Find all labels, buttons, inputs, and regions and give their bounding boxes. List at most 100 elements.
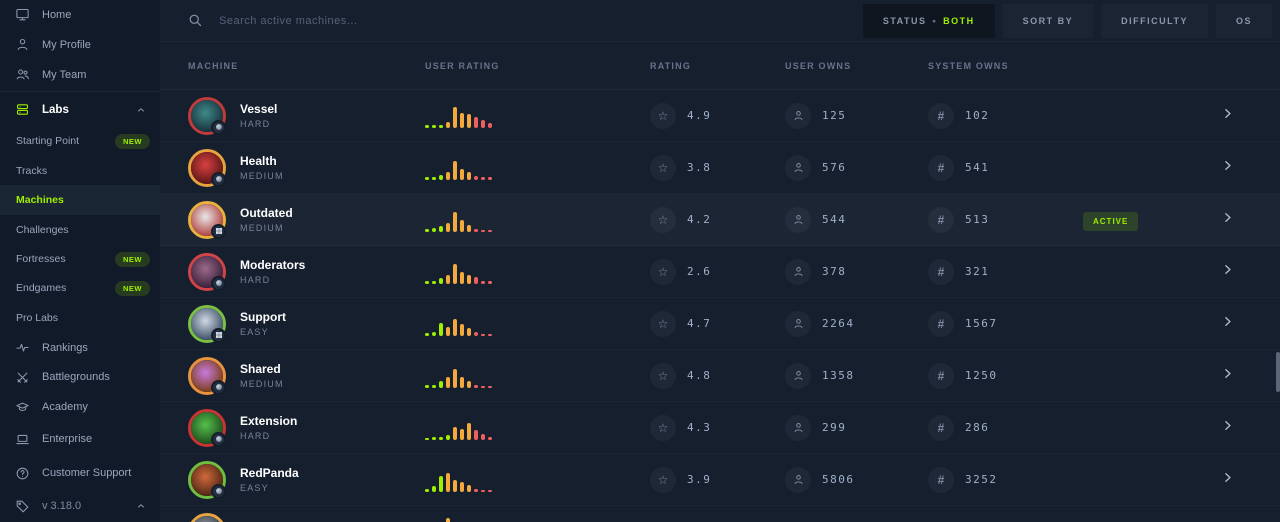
star-icon: ☆ [650,310,676,337]
machine-text: Outdated MEDIUM [240,206,293,233]
sidebar-item-rankings[interactable]: Rankings [0,333,160,363]
machine-name: Health [240,153,277,168]
chevron-right-icon[interactable] [1221,367,1234,385]
system-owns-value: 1250 [965,369,998,382]
sidebar-item-v-3-18-0[interactable]: v 3.18.0 [0,490,160,522]
filter-button-os[interactable]: OS [1215,3,1272,38]
tag-icon [14,498,30,514]
system-owns-value: 102 [965,109,990,122]
machine-text: Moderators HARD [240,258,305,285]
machine-row-extension[interactable]: Extension HARD ☆ 4.3 299 #286 [160,402,1280,454]
sidebar-item-my-team[interactable]: My Team [0,60,160,90]
rating-bar [488,385,492,388]
machine-difficulty: EASY [240,483,269,494]
chevron-right-icon[interactable] [1221,263,1234,281]
system-owns-value: 1567 [965,317,998,330]
user-rating-chart [425,208,650,232]
sidebar-item-starting-point[interactable]: Starting Point NEW [0,127,160,156]
search-input[interactable] [219,14,519,27]
sidebar-item-challenges[interactable]: Challenges [0,215,160,244]
user-owns-cell: 576 [785,154,928,181]
machine-cell: Extension HARD [188,408,425,447]
rating-bar [488,229,492,232]
rating-bar [460,428,464,440]
sidebar-item-labs[interactable]: Labs [0,93,160,127]
machine-difficulty: MEDIUM [240,379,284,390]
filter-label: SORT BY [1022,15,1074,26]
sidebar-item-label: Home [42,8,72,21]
chevron-right-icon[interactable] [1221,107,1234,125]
machine-row-redpanda[interactable]: RedPanda EASY ☆ 3.9 5806 #3252 [160,454,1280,506]
rating-bar [488,333,492,336]
machine-cell: Outdated MEDIUM [188,200,425,239]
chevron-up-icon [136,105,146,115]
filter-bar: STATUS • BOTH SORT BY DIFFICULTY OS [862,3,1272,38]
sidebar-item-label: Rankings [42,341,88,354]
filter-button-sort-by[interactable]: SORT BY [1002,3,1094,38]
rating-bar [474,175,478,180]
sidebar-item-battlegrounds[interactable]: Battlegrounds [0,362,160,392]
machine-row-outdated[interactable]: Outdated MEDIUM ☆ 4.2 544 #513 ACTIVE [160,194,1280,246]
filter-button-difficulty[interactable]: DIFFICULTY [1101,3,1208,38]
filter-button-status[interactable]: STATUS • BOTH [862,3,995,38]
rating-bar [481,333,485,336]
machine-row-shared[interactable]: Shared MEDIUM ☆ 4.8 1358 #1250 [160,350,1280,402]
sidebar-item-enterprise[interactable]: Enterprise [0,422,160,456]
chevron-right-icon[interactable] [1221,159,1234,177]
machine-name: Extension [240,413,298,428]
chevron-right-icon[interactable] [1221,211,1234,229]
rating-value: 3.8 [687,161,712,174]
rating-bar [439,174,443,180]
machine-row-moderators[interactable]: Moderators HARD ☆ 2.6 378 #321 [160,246,1280,298]
user-owns-cell: 378 [785,258,928,285]
os-badge-icon [211,171,226,187]
os-badge-icon [211,483,226,499]
rating-value: 3.9 [687,473,712,486]
sidebar-item-academy[interactable]: Academy [0,392,160,422]
machine-row-vessel[interactable]: Vessel HARD ☆ 4.9 125 #102 [160,90,1280,142]
rating-bar [474,384,478,388]
hash-icon: # [928,154,954,181]
rating-bar [446,121,450,128]
rating-bar [425,176,429,180]
machine-name: RedPanda [240,465,299,480]
hash-icon: # [928,414,954,441]
machine-text: Extension HARD [240,414,297,441]
machine-cell: Health MEDIUM [188,148,425,187]
system-owns-value: 321 [965,265,990,278]
rating-bar [474,429,478,440]
user-owns-cell: 5806 [785,466,928,493]
user-rating-chart [425,104,650,128]
sidebar-item-pro-labs[interactable]: Pro Labs [0,303,160,332]
scrollbar-thumb[interactable] [1276,352,1280,392]
machine-row-health[interactable]: Health MEDIUM ☆ 3.8 576 #541 [160,142,1280,194]
sidebar-item-tracks[interactable]: Tracks [0,156,160,185]
active-badge: ACTIVE [1083,211,1139,231]
sidebar-item-fortresses[interactable]: Fortresses NEW [0,244,160,273]
sidebar-item-endgames[interactable]: Endgames NEW [0,274,160,303]
rating-bar [432,485,436,492]
chevron-right-icon[interactable] [1221,315,1234,333]
column-header-system-owns: SYSTEM OWNS [928,60,1009,71]
sidebar-item-machines[interactable]: Machines [0,185,160,215]
rating-bar [446,376,450,388]
row-chevron-cell [1203,211,1280,229]
sidebar-item-label: Battlegrounds [42,371,110,384]
rating-bar [467,327,471,336]
rating-cell: ☆ 4.2 [650,206,785,233]
sidebar-item-home[interactable]: Home [0,0,160,30]
chevron-right-icon[interactable] [1221,419,1234,437]
machine-row-support[interactable]: Support EASY ☆ 4.7 2264 #1567 [160,298,1280,350]
activity-icon [14,340,30,356]
rating-bar [446,517,450,522]
chevron-right-icon[interactable] [1221,471,1234,489]
main-content: STATUS • BOTH SORT BY DIFFICULTY OS MACHINE US… [160,0,1280,522]
sidebar-item-my-profile[interactable]: My Profile [0,30,160,60]
sidebar-item-customer-support[interactable]: Customer Support [0,456,160,490]
table-header: MACHINE USER RATING RATING USER OWNS SYSTEM … [160,42,1280,90]
machine-cell: Vessel HARD [188,96,425,135]
machine-row-partial[interactable] [160,506,1280,522]
filter-separator: • [932,15,938,26]
sidebar-item-label: Starting Point [16,135,80,148]
machine-name: Outdated [240,205,293,220]
